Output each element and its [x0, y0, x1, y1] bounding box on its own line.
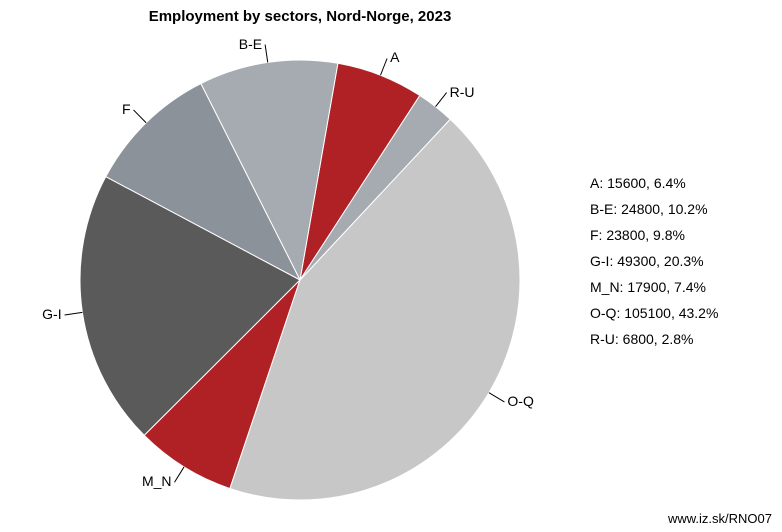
slice-leader-line [380, 58, 387, 75]
legend-item: F: 23800, 9.8% [590, 222, 718, 248]
slice-leader-line [175, 467, 184, 482]
slice-label: A [390, 49, 399, 65]
slice-leader-line [436, 93, 447, 107]
slice-label: O-Q [507, 393, 533, 409]
chart-container: Employment by sectors, Nord-Norge, 2023 … [0, 0, 782, 532]
slice-leader-line [265, 45, 268, 63]
slice-leader-line [134, 110, 147, 123]
legend-item: B-E: 24800, 10.2% [590, 196, 718, 222]
slice-label: R-U [450, 84, 475, 100]
slice-label: B-E [239, 36, 262, 52]
slice-leader-line [65, 312, 83, 315]
legend-item: G-I: 49300, 20.3% [590, 248, 718, 274]
slice-label: M_N [142, 473, 172, 489]
source-url: www.iz.sk/RNO07 [668, 511, 772, 526]
legend-item: R-U: 6800, 2.8% [590, 326, 718, 352]
slice-label: F [122, 101, 131, 117]
legend-item: A: 15600, 6.4% [590, 170, 718, 196]
legend: A: 15600, 6.4%B-E: 24800, 10.2%F: 23800,… [590, 170, 718, 352]
legend-item: O-Q: 105100, 43.2% [590, 300, 718, 326]
slice-leader-line [489, 393, 504, 402]
legend-item: M_N: 17900, 7.4% [590, 274, 718, 300]
slice-label: G-I [42, 306, 61, 322]
